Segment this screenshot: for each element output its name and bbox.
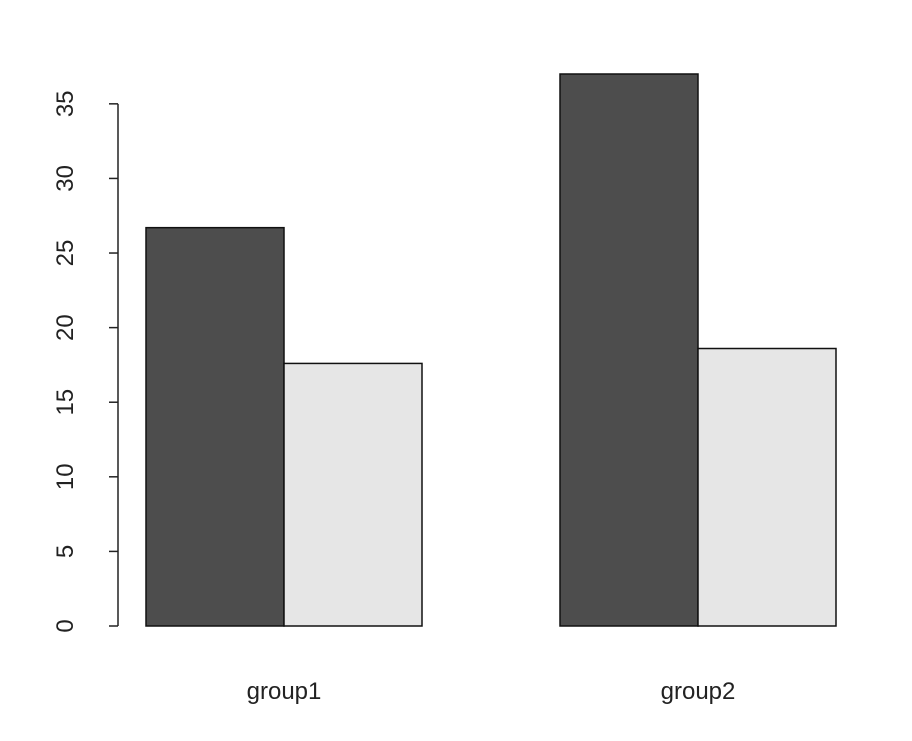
x-tick-label: group1 (247, 678, 322, 705)
y-tick-label: 5 (52, 545, 79, 558)
bar (697, 347, 837, 627)
bar (283, 362, 423, 627)
x-tick-label: group2 (661, 678, 736, 705)
y-tick-label: 15 (52, 389, 79, 416)
bar (559, 73, 699, 627)
y-tick-label: 10 (52, 463, 79, 490)
y-tick-label: 35 (52, 90, 79, 117)
y-tick-label: 20 (52, 314, 79, 341)
bar (145, 226, 285, 627)
y-tick-label: 30 (52, 165, 79, 192)
y-tick-label: 25 (52, 240, 79, 267)
y-tick-label: 0 (52, 619, 79, 632)
